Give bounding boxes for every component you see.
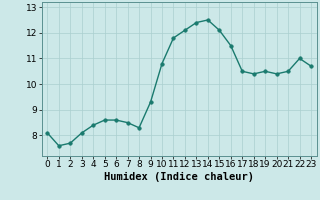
X-axis label: Humidex (Indice chaleur): Humidex (Indice chaleur) [104, 172, 254, 182]
